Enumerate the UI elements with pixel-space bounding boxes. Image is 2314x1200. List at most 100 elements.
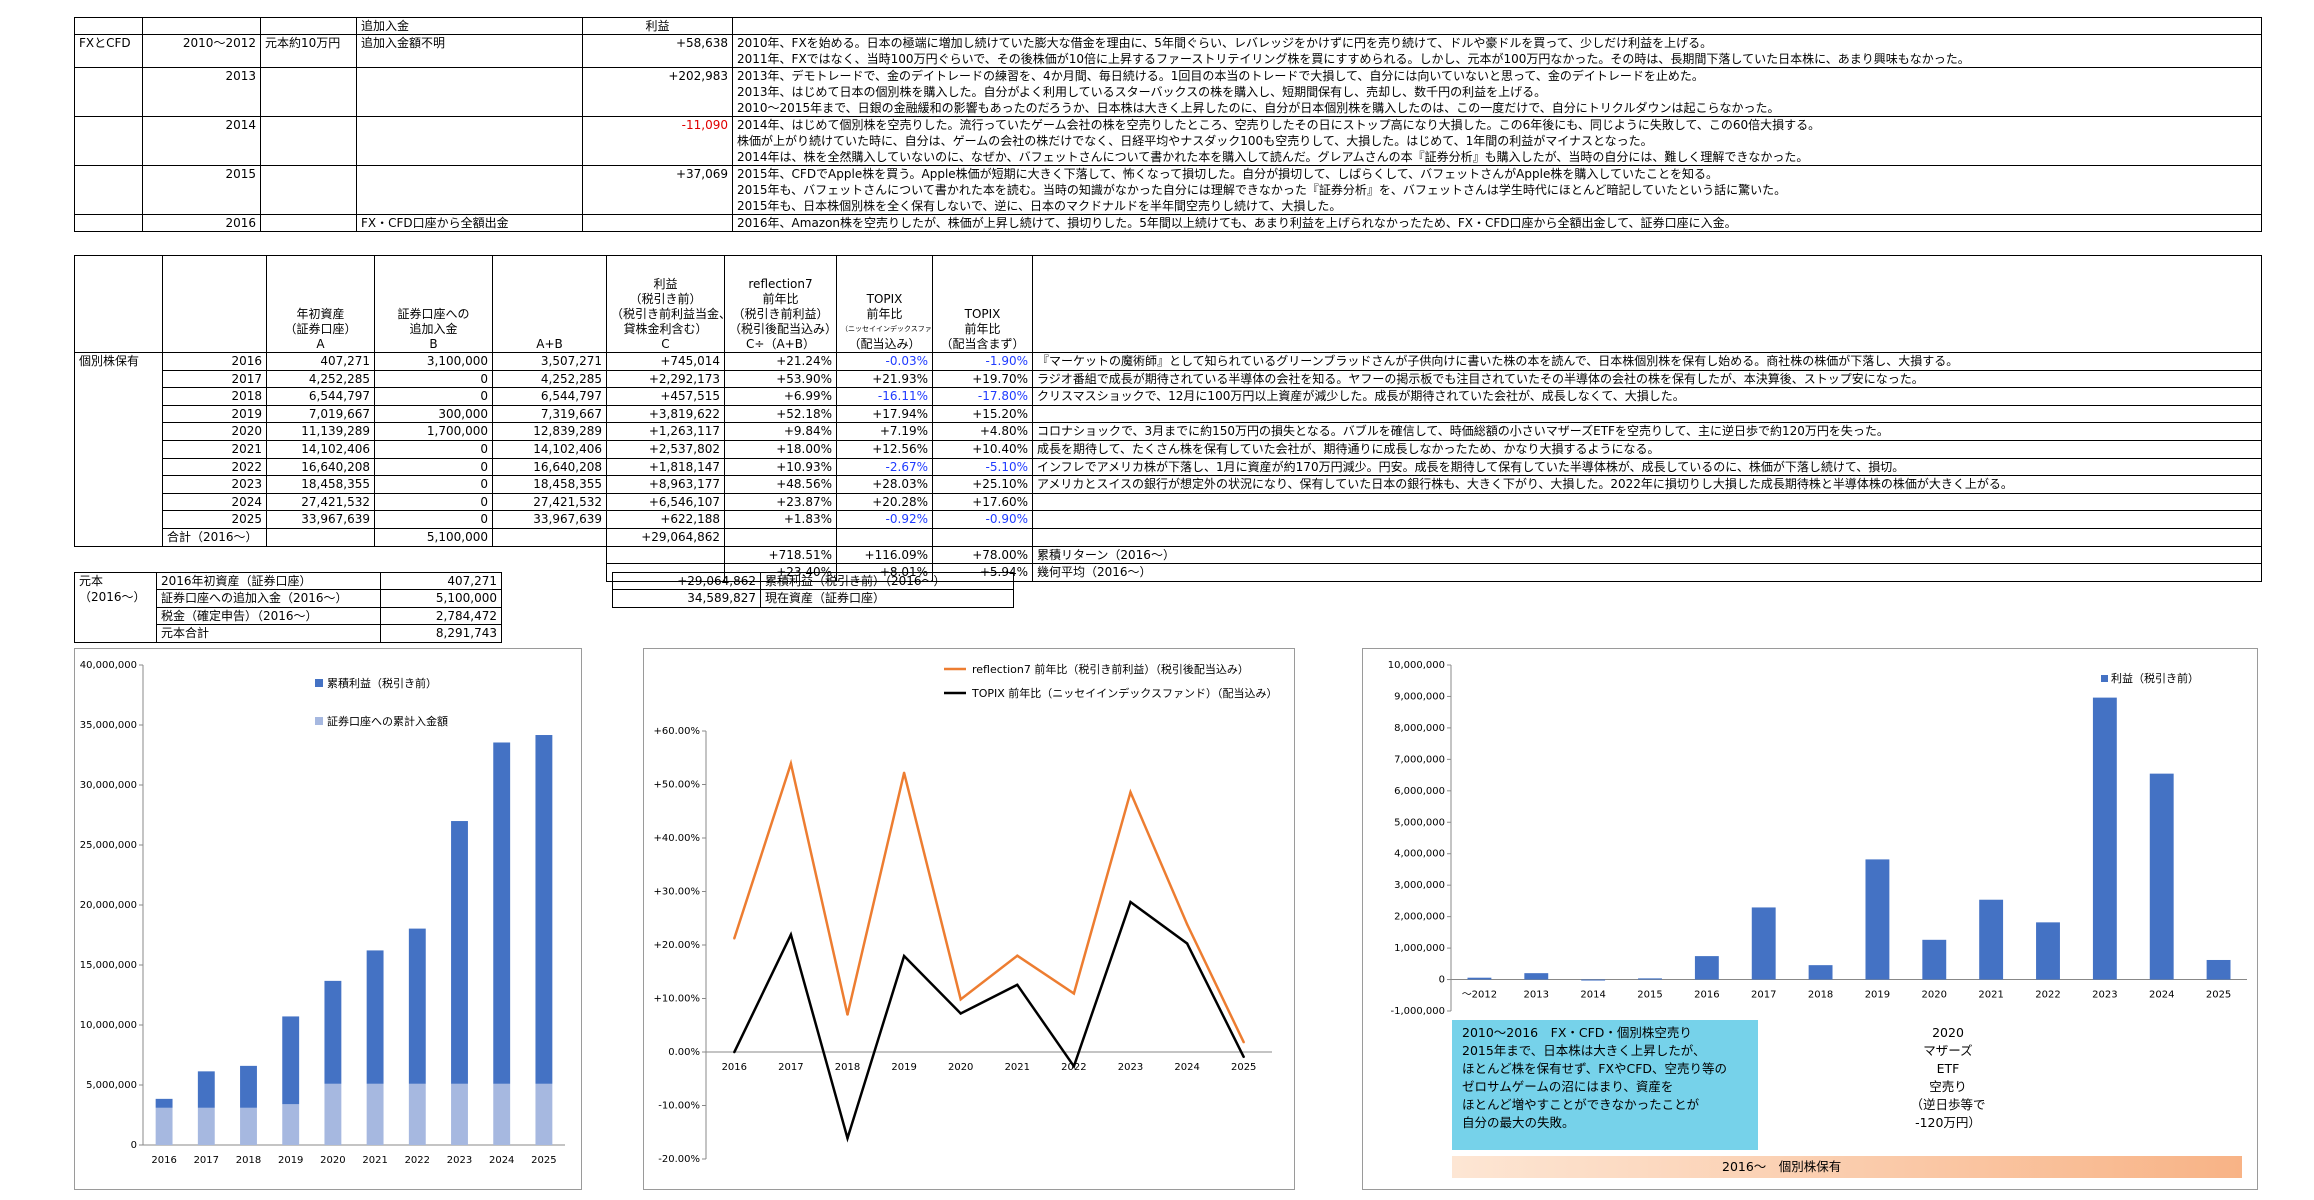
bar-deposit — [324, 1083, 342, 1145]
series-point — [789, 762, 793, 765]
x-tick-label: 2015 — [1637, 990, 1662, 1001]
annotation-line: ETF — [1936, 1061, 1960, 1076]
stock-row-profit: +6,546,107 — [606, 492, 725, 512]
annotation-line: 自分の最大の失敗。 — [1462, 1115, 1575, 1130]
y-tick-label: 8,000,000 — [1394, 723, 1445, 734]
stock-row-profit: +8,963,177 — [606, 475, 725, 494]
header-blank — [142, 17, 261, 35]
header-line: （証券口座） — [284, 322, 357, 336]
stock-row-assets: 4,252,285 — [266, 369, 375, 389]
principal-row-value: 5,100,000 — [380, 589, 502, 608]
bar-profit — [1524, 973, 1549, 980]
stock-row-sum: 18,458,355 — [492, 475, 607, 494]
series-point — [789, 933, 793, 936]
bar-profit — [2092, 697, 2117, 980]
fx-table-row: 2013 +202,983 2013年、デモトレードで、金のデイトレードの練習を、4… — [74, 67, 2262, 117]
bar-deposit — [535, 1083, 553, 1145]
stock-row-note: アメリカとスイスの銀行が想定外の状況になり、保有していた日本の銀行株も、大きく下… — [1032, 475, 2262, 494]
bar-profit — [451, 821, 468, 1084]
stock-row-topix-div: +7.19% — [836, 422, 933, 441]
fx-row-principal — [260, 67, 357, 117]
annotation-line: 2020 — [1932, 1025, 1964, 1040]
y-tick-label: 0 — [131, 1140, 137, 1151]
stock-row-topix-nodiv: -0.90% — [932, 510, 1033, 529]
stock-row-year: 2021 — [162, 439, 267, 459]
stock-row-topix-div: -0.92% — [836, 510, 933, 529]
principal-row-name: 元本合計 — [156, 624, 381, 643]
bar-profit — [1979, 899, 2004, 980]
legend-swatch — [315, 679, 323, 687]
stock-row-note: 成長を期待して、たくさん株を保有していた会社が、期待通りに成長しなかったため、か… — [1032, 439, 2262, 459]
cumulative-profit-chart: 0 5,000,000 10,000,000 15,000,000 20,000,000… — [74, 648, 582, 1190]
x-tick-label: 2017 — [778, 1062, 803, 1073]
total-blank — [932, 527, 1033, 547]
series-point — [1016, 983, 1019, 987]
stock-row-sum: 7,319,667 — [492, 404, 607, 424]
annotation-line: ゼロサムゲームの沼にはまり、資産を — [1462, 1079, 1674, 1094]
series-point — [1129, 791, 1132, 794]
y-tick-label: 25,000,000 — [80, 840, 137, 851]
principal-row: 証券口座への追加入金（2016～） 5,100,000 — [75, 589, 502, 608]
stock-row-deposit: 0 — [374, 439, 493, 459]
total-label: 合計（2016～） — [162, 527, 267, 547]
annotation-line: ほとんど増やすことができなかったことが — [1462, 1097, 1700, 1112]
annotation-line: マザーズ — [1923, 1043, 1973, 1058]
series-point — [902, 771, 906, 775]
x-tick-label: 2016 — [1694, 990, 1719, 1001]
bar-deposit — [366, 1083, 384, 1145]
stock-row-assets: 16,640,208 — [266, 457, 375, 477]
stock-row-deposit: 0 — [374, 492, 493, 512]
fx-table-row: 2015 +37,069 2015年、CFDでApple株を買う。Apple株価が短… — [74, 165, 2262, 215]
stock-row-note: クリスマスショックで、12月に100万円以上資産が減少した。成長が期待されていた… — [1032, 387, 2262, 406]
fx-table-row: 2014年は、株を全然購入していないのに、なぜか、バフェットさんについて書かれた… — [75, 149, 2262, 166]
header-assets: 年初資産 （証券口座） A — [266, 255, 375, 353]
x-tick-label: 2024 — [1174, 1062, 1199, 1073]
legend-label: 累積利益（税引き前） — [327, 676, 437, 690]
legend-label: 利益（税引き前） — [2111, 671, 2199, 685]
fx-table-row: FXとCFD 2010～2012 元本約10万円 追加入金額不明 +58,638 2010… — [74, 34, 2262, 68]
stock-row-topix-nodiv: +4.80% — [932, 422, 1033, 441]
x-tick-label: 2018 — [1808, 990, 1833, 1001]
stock-row-topix-div: -16.11% — [836, 387, 933, 406]
series-point — [1242, 1041, 1245, 1044]
y-tick-label: 0 — [1439, 975, 1445, 986]
stock-row-year: 2017 — [162, 369, 267, 389]
stock-row-note: コロナショックで、3月までに約150万円の損失となる。バブルを確信して、時価総額… — [1032, 422, 2262, 441]
header-topix_nodiv: TOPIX 前年比 （配当含まず） — [932, 255, 1033, 353]
stock-row-assets: 7,019,667 — [266, 404, 375, 424]
stock-cumulative-row: +718.51% +116.09% +78.00% 累積リターン（2016～） — [75, 545, 2262, 565]
stock-row-year: 2024 — [162, 492, 267, 512]
stock-category-blank — [74, 475, 163, 494]
summary-row-name: 現在資産（証券口座） — [760, 589, 1014, 608]
x-tick-label: 2016 — [722, 1062, 747, 1073]
total-deposit: 5,100,000 — [374, 527, 493, 547]
annotation-fx-cfd-period: 2010～2016 FX・CFD・個別株空売り 2015年まで、日本株は大きく上昇… — [1452, 1020, 1758, 1150]
total-blank — [1032, 527, 2262, 547]
header-line: TOPIX — [866, 292, 903, 306]
stock-row-topix-div: -0.03% — [836, 352, 933, 371]
y-tick-label: 35,000,000 — [80, 720, 137, 731]
stock-row-assets: 18,458,355 — [266, 475, 375, 494]
y-tick-label: 5,000,000 — [86, 1080, 137, 1091]
y-tick-label: 0.00% — [668, 1047, 700, 1058]
y-tick-label: +50.00% — [653, 780, 700, 791]
fx-row-deposit: 追加入金額不明 — [356, 34, 583, 68]
fx-row-year: 2010～2012 — [142, 34, 261, 68]
stock-row-assets: 11,139,289 — [266, 422, 375, 441]
bar-profit — [1467, 977, 1492, 980]
x-tick-label: 2023 — [447, 1155, 472, 1166]
stock-row-assets: 6,544,797 — [266, 387, 375, 406]
legend-label: 証券口座への累計入金額 — [327, 714, 448, 728]
stock-category-blank — [74, 510, 163, 529]
annual-profit-chart-svg: -1,000,000 0 1,000,000 2,000,000 3,000,000 4,… — [1388, 660, 2247, 1017]
fx-row-label — [74, 116, 143, 166]
stock-row-topix-div: +20.28% — [836, 492, 933, 512]
y-tick-label: 10,000,000 — [1388, 660, 1445, 671]
annotation-line: 2010～2016 FX・CFD・個別株空売り — [1462, 1025, 1692, 1040]
principal-label-line: 元本 — [79, 574, 104, 588]
series-point — [902, 954, 906, 958]
summary-row: +29,064,862 累積利益（税引き前）（2016～） — [612, 571, 1014, 591]
stock-row-deposit: 1,700,000 — [374, 422, 493, 441]
header-line: 利益 — [653, 277, 678, 291]
